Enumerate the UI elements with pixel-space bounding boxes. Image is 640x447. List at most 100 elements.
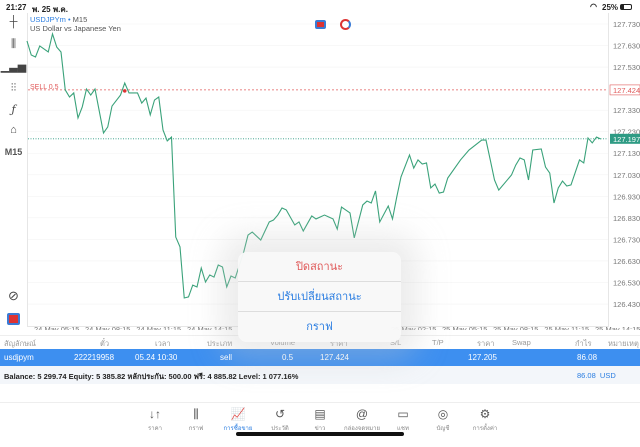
row-ticket: 222219958 bbox=[74, 353, 115, 362]
crosshair-icon[interactable]: ┼ bbox=[9, 16, 18, 28]
nav-mailbox[interactable]: @ กล่องจดหมาย bbox=[337, 407, 387, 433]
col-volume: Volume bbox=[270, 338, 296, 347]
y-tick-label: 127.630 bbox=[613, 42, 640, 51]
col-sl: S/L bbox=[390, 338, 402, 347]
y-tick-label: 126.830 bbox=[613, 214, 640, 223]
y-tick-label: 126.530 bbox=[613, 278, 640, 287]
row-volume: 0.5 bbox=[282, 353, 294, 362]
col-open-price: ราคา bbox=[330, 339, 348, 348]
trend-chart-icon: 📈 bbox=[230, 407, 246, 421]
indicators-icon[interactable]: ▁▃▅ bbox=[0, 61, 27, 73]
depth-of-market-icon[interactable] bbox=[340, 19, 351, 30]
nav-quotes[interactable]: ↓↑ ราคา bbox=[130, 407, 180, 433]
x-tick-label: 25 May 14:15 bbox=[595, 325, 640, 330]
y-tick-label: 126.430 bbox=[613, 300, 640, 309]
col-tp: T/P bbox=[432, 338, 444, 347]
chat-icon: ▭ bbox=[397, 407, 409, 421]
function-icon[interactable]: ƒ bbox=[11, 103, 16, 116]
bid-price-tag bbox=[610, 133, 640, 144]
account-summary: Balance: 5 299.74 Equity: 5 385.82 หลักป… bbox=[4, 372, 299, 381]
news-icon: ▤ bbox=[314, 407, 326, 421]
account-icon: ◎ bbox=[437, 407, 449, 421]
chart-item[interactable]: กราฟ bbox=[306, 321, 333, 333]
arrows-icon: ↓↑ bbox=[149, 407, 161, 421]
home-indicator[interactable] bbox=[236, 432, 404, 436]
nav-news[interactable]: ▤ ข่าว bbox=[295, 407, 345, 433]
x-tick-label: 25 May 05:15 bbox=[442, 325, 487, 330]
nav-history[interactable]: ↺ ประวัติ bbox=[255, 407, 305, 433]
table-row[interactable] bbox=[0, 349, 640, 366]
x-tick-label: 24 May 08:15 bbox=[85, 325, 130, 330]
row-profit: 86.08 bbox=[577, 353, 598, 362]
objects-icon[interactable]: ⌂ bbox=[10, 124, 17, 136]
nav-divider bbox=[0, 402, 640, 403]
row-current-price: 127.205 bbox=[468, 353, 497, 362]
symbol-name: USDJPYm bbox=[30, 15, 66, 24]
trade-app-icon[interactable] bbox=[7, 313, 20, 325]
zoom-chart-icon[interactable]: ⊘ bbox=[8, 288, 19, 303]
settings-sliders-icon[interactable]: ⫶⫶ bbox=[10, 82, 17, 94]
nav-label: กล่องจดหมาย bbox=[343, 426, 381, 432]
nav-label: แชท bbox=[397, 426, 409, 432]
battery-icon bbox=[620, 4, 632, 10]
nav-account[interactable]: ◎ บัญชี bbox=[418, 407, 468, 433]
status-bar: 21:27 พ. 25 พ.ค. ◠ 25% bbox=[0, 0, 640, 14]
price-line bbox=[26, 31, 601, 299]
wifi-icon: ◠ bbox=[590, 2, 597, 11]
sell-price-label: 127.424 bbox=[613, 86, 640, 95]
status-date: พ. 25 พ.ค. bbox=[32, 5, 68, 14]
y-tick-label: 127.730 bbox=[613, 20, 640, 29]
y-tick-label: 126.630 bbox=[613, 257, 640, 266]
col-swap: Swap bbox=[512, 338, 531, 347]
modify-position-item[interactable]: ปรับเปลี่ยนสถานะ bbox=[238, 282, 401, 312]
timeframe-button[interactable]: M15 bbox=[4, 147, 23, 157]
y-tick-label: 127.530 bbox=[613, 63, 640, 72]
row-symbol: usdjpym bbox=[4, 353, 34, 362]
row-open-price: 127.424 bbox=[320, 353, 349, 362]
candlestick-icon[interactable]: ⫼ bbox=[10, 38, 17, 50]
chart-symbol-title: USDJPYm • M15 bbox=[30, 15, 88, 24]
total-profit: 86.08 USD bbox=[577, 371, 616, 380]
sell-price-tag bbox=[609, 84, 640, 96]
row-type: sell bbox=[220, 353, 233, 362]
nav-label: การตั้งค่า bbox=[472, 426, 498, 432]
col-profit: กำไร bbox=[575, 339, 592, 348]
symbol-timeframe: M15 bbox=[72, 15, 88, 24]
x-tick-label: 25 May 11:15 bbox=[544, 325, 589, 330]
position-action-menu: ปิดสถานะ ปรับเปลี่ยนสถานะ กราฟ bbox=[238, 252, 401, 342]
y-tick-label: 127.330 bbox=[613, 106, 640, 115]
account-summary-bar bbox=[0, 366, 640, 384]
y-tick-label: 127.130 bbox=[613, 149, 640, 158]
y-tick-label: 126.730 bbox=[613, 235, 640, 244]
col-time: เวลา bbox=[155, 339, 171, 348]
nav-label: กราฟ bbox=[188, 426, 204, 432]
y-tick-label: 127.030 bbox=[613, 171, 640, 180]
history-icon: ↺ bbox=[274, 407, 286, 421]
col-ticket: ตั๋ว bbox=[100, 339, 110, 348]
one-click-trading-icon[interactable] bbox=[315, 20, 326, 29]
at-icon: @ bbox=[355, 407, 369, 421]
bid-price-label: 127.197 bbox=[613, 135, 640, 144]
nav-trade[interactable]: 📈 การซื้อขาย bbox=[213, 407, 263, 433]
x-tick-label: 25 May 08:15 bbox=[493, 325, 538, 330]
symbol-description: US Dollar vs Japanese Yen bbox=[30, 24, 121, 33]
y-tick-label: 127.230 bbox=[613, 128, 640, 137]
close-position-item[interactable]: ปิดสถานะ bbox=[238, 252, 401, 282]
status-time: 21:27 bbox=[6, 3, 27, 12]
candlestick-icon: ⫼ bbox=[193, 407, 199, 421]
col-symbol: สัญลักษณ์ bbox=[4, 339, 37, 348]
nav-label: บัญชี bbox=[436, 426, 450, 432]
col-type: ประเภท bbox=[207, 339, 233, 348]
price-chart[interactable]: 127.730127.630127.530127.330127.230127.1… bbox=[0, 0, 640, 330]
nav-chart[interactable]: ⫼ กราฟ bbox=[171, 407, 221, 433]
nav-label: ประวัติ bbox=[271, 426, 289, 432]
nav-settings[interactable]: ⚙ การตั้งค่า bbox=[460, 407, 510, 433]
x-tick-label: 24 May 11:15 bbox=[136, 325, 181, 330]
nav-label: การซื้อขาย bbox=[223, 426, 253, 432]
x-tick-label: 24 May 05:15 bbox=[34, 325, 79, 330]
x-tick-label: 24 May 14:15 bbox=[187, 325, 232, 330]
nav-chat[interactable]: ▭ แชท bbox=[378, 407, 428, 433]
nav-label: ราคา bbox=[148, 426, 162, 432]
battery-level: 25% bbox=[602, 3, 619, 12]
row-time: 05.24 10:30 bbox=[135, 353, 178, 362]
